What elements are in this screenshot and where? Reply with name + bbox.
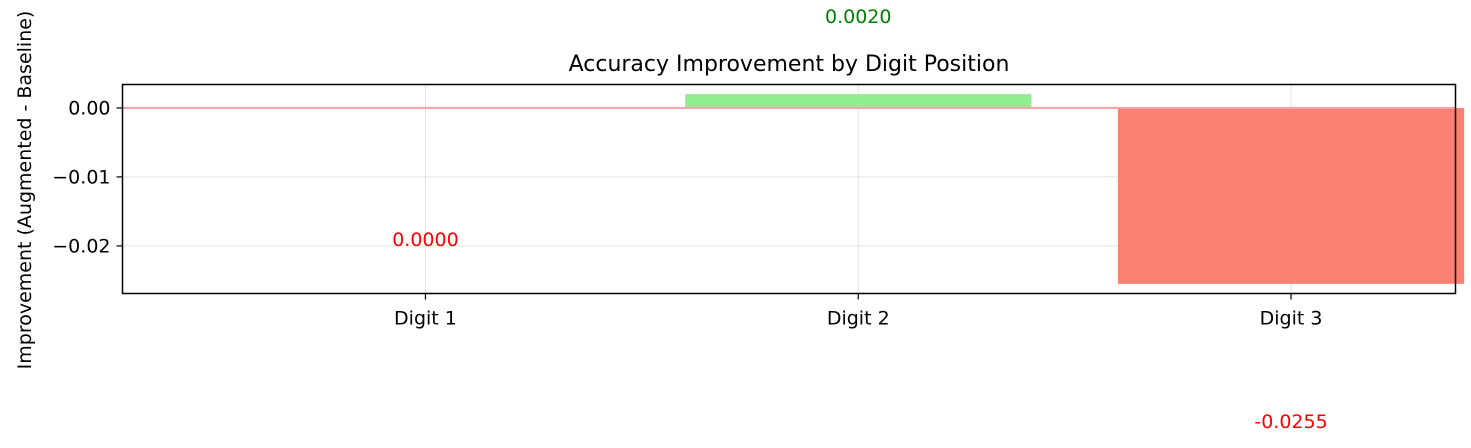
axis-ticks: 0.00 −0.01 −0.02 Digit 1 Digit 2 Digit 3 <box>52 97 1322 329</box>
x-tick-label: Digit 1 <box>394 308 457 330</box>
x-tick-label: Digit 2 <box>827 308 890 330</box>
y-axis-label: Improvement (Augmented - Baseline) <box>14 11 36 370</box>
chart-title: Accuracy Improvement by Digit Position <box>569 52 1010 77</box>
bar-digit-3 <box>1117 107 1465 284</box>
plot-frame <box>121 83 1457 295</box>
data-labels: 0.0000 0.0020 -0.0255 <box>392 6 1327 433</box>
data-label: 0.0020 <box>825 6 891 28</box>
bars <box>685 94 1465 284</box>
y-tick-label: −0.01 <box>52 166 110 188</box>
y-tick-label: −0.02 <box>52 235 110 257</box>
bar-digit-2 <box>685 94 1032 108</box>
x-tick-label: Digit 3 <box>1260 308 1323 330</box>
y-tick-label: 0.00 <box>68 97 110 119</box>
data-label: -0.0255 <box>1254 411 1327 433</box>
data-label: 0.0000 <box>392 229 458 251</box>
